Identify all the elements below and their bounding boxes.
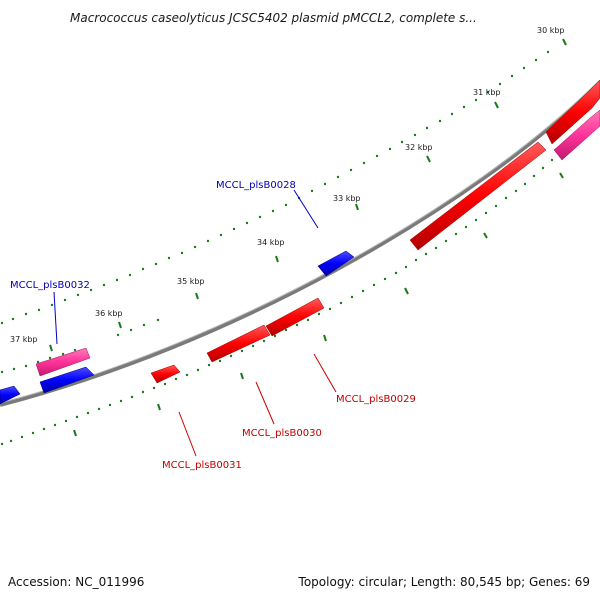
gene-arrow-red-top[interactable]: [545, 79, 600, 145]
tick-label-32kbp: 32 kbp: [405, 143, 433, 152]
tick-label-34kbp: 34 kbp: [257, 238, 285, 247]
tick-label-36kbp: 36 kbp: [95, 309, 123, 318]
tick-label-31kbp: 31 kbp: [473, 88, 501, 97]
kbp-labels: 30 kbp 31 kbp 32 kbp 33 kbp 34 kbp 35 kb…: [10, 26, 565, 344]
gene-arrow-red-b0030[interactable]: [206, 324, 271, 363]
outer-tick-marks: [49, 38, 567, 352]
tick-label-35kbp: 35 kbp: [177, 277, 205, 286]
feature-pink-top[interactable]: [553, 109, 600, 161]
tick-label-37kbp: 37 kbp: [10, 335, 38, 344]
gene-arrow-blue-b0032[interactable]: [39, 366, 95, 394]
gene-arrow-red-b0029a[interactable]: [409, 141, 547, 251]
gene-label-b0029[interactable]: MCCL_plsB0029: [336, 394, 416, 405]
label-leaders: [53, 189, 337, 457]
gene-arrow-blue-b0028[interactable]: [317, 250, 355, 277]
accession-text: Accession: NC_011996: [8, 575, 144, 589]
gene-label-b0032[interactable]: MCCL_plsB0032: [10, 280, 90, 291]
plasmid-backbone: [0, 80, 600, 407]
tick-label-30kbp: 30 kbp: [537, 26, 565, 35]
tick-label-33kbp: 33 kbp: [333, 194, 361, 203]
feature-pink-b0032[interactable]: [35, 347, 91, 377]
gene-label-b0031[interactable]: MCCL_plsB0031: [162, 460, 242, 471]
gene-arrow-red-b0031[interactable]: [150, 364, 181, 384]
inner-tick-marks: [73, 172, 564, 437]
plasmid-backbone-highlight: [0, 79, 600, 404]
outer-dot-ring: [0, 50, 550, 374]
gene-labels: MCCL_plsB0028 MCCL_plsB0032 MCCL_plsB002…: [10, 180, 416, 471]
topology-text: Topology: circular; Length: 80,545 bp; G…: [298, 575, 590, 589]
gene-label-b0028[interactable]: MCCL_plsB0028: [216, 180, 296, 191]
gene-arrow-red-b0029[interactable]: [265, 297, 325, 337]
gene-features[interactable]: [0, 79, 600, 405]
map-title: Macrococcus caseolyticus JCSC5402 plasmi…: [70, 11, 477, 25]
gene-label-b0030[interactable]: MCCL_plsB0030: [242, 428, 322, 439]
gene-arrow-blue-left[interactable]: [0, 385, 21, 405]
